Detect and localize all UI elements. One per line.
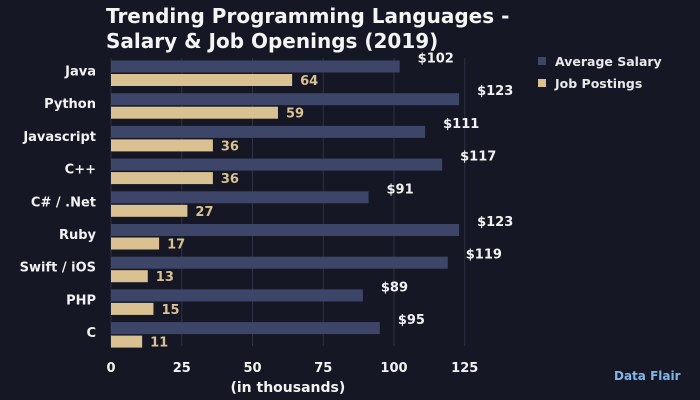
- bar-average-salary-c: [111, 158, 443, 171]
- data-label-average-salary-c-net: $91: [387, 182, 414, 197]
- data-label-job-postings-swift-ios: 13: [156, 270, 174, 285]
- data-label-average-salary-python: $123: [477, 84, 513, 99]
- x-tick-label-0: 0: [106, 361, 115, 376]
- data-label-job-postings-ruby: 17: [167, 238, 185, 253]
- bar-job-postings-c-net: [111, 204, 188, 217]
- legend-swatch-job-postings: [538, 79, 546, 87]
- x-tick-label-50: 50: [243, 361, 261, 376]
- category-label-python: Python: [44, 97, 96, 112]
- data-label-average-salary-c: $95: [398, 313, 425, 328]
- data-label-job-postings-java: 64: [300, 74, 318, 89]
- legend-label-job-postings: Job Postings: [555, 75, 643, 91]
- bar-job-postings-java: [111, 74, 293, 86]
- bar-job-postings-c: [111, 335, 143, 348]
- data-label-average-salary-ruby: $123: [477, 215, 513, 230]
- legend-label-average-salary: Average Salary: [555, 53, 662, 69]
- x-axis-title: (in thousands): [230, 380, 345, 396]
- data-label-average-salary-php: $89: [381, 280, 408, 295]
- category-label-c: C: [86, 326, 96, 341]
- data-flair-logo-text: Data Flair: [614, 369, 681, 383]
- data-label-job-postings-c: 11: [150, 336, 168, 351]
- x-tick-label-75: 75: [314, 361, 332, 376]
- bar-job-postings-php: [111, 302, 154, 315]
- chart-title-line-2: Salary & Job Openings (2019): [106, 29, 439, 53]
- category-label-ruby: Ruby: [59, 228, 97, 243]
- legend-item-average-salary: Average Salary: [538, 50, 662, 72]
- category-label-c-net: C# / .Net: [31, 195, 96, 210]
- x-tick-label-125: 125: [451, 361, 478, 376]
- chart-legend: Average Salary Job Postings: [538, 50, 662, 94]
- data-label-average-salary-c: $117: [460, 150, 496, 165]
- bar-job-postings-python: [111, 106, 278, 119]
- category-label-php: PHP: [66, 293, 96, 308]
- bar-average-salary-java: [111, 60, 400, 73]
- x-tick-label-100: 100: [380, 361, 407, 376]
- legend-swatch-average-salary: [538, 57, 546, 65]
- bar-average-salary-c-net: [111, 191, 369, 204]
- category-label-javascript: Javascript: [22, 130, 96, 145]
- data-label-job-postings-c: 36: [221, 172, 239, 187]
- chart-title: Trending Programming Languages - Salary …: [106, 4, 509, 54]
- data-label-average-salary-swift-ios: $119: [466, 248, 502, 263]
- data-flair-logo: Data Flair: [614, 370, 681, 382]
- bar-average-salary-php: [111, 289, 363, 302]
- legend-item-job-postings: Job Postings: [538, 72, 662, 94]
- data-label-job-postings-c-net: 27: [195, 205, 213, 220]
- data-label-average-salary-javascript: $111: [443, 117, 479, 132]
- data-label-job-postings-javascript: 36: [221, 139, 239, 154]
- category-label-swift-ios: Swift / iOS: [20, 261, 96, 276]
- chart-title-line-1: Trending Programming Languages -: [106, 4, 510, 28]
- category-label-c: C++: [65, 163, 96, 178]
- category-label-java: Java: [64, 65, 96, 80]
- bar-average-salary-swift-ios: [111, 256, 448, 269]
- bar-average-salary-javascript: [111, 125, 426, 138]
- data-label-job-postings-python: 59: [286, 107, 304, 122]
- bar-job-postings-javascript: [111, 139, 213, 152]
- data-label-job-postings-php: 15: [161, 303, 179, 318]
- bar-average-salary-python: [111, 93, 460, 106]
- bar-job-postings-c: [111, 172, 213, 185]
- data-label-average-salary-java: $102: [418, 52, 454, 67]
- bar-job-postings-ruby: [111, 237, 160, 250]
- bar-average-salary-c: [111, 322, 380, 335]
- bar-average-salary-ruby: [111, 224, 460, 236]
- bar-job-postings-swift-ios: [111, 270, 148, 283]
- x-tick-label-25: 25: [173, 361, 191, 376]
